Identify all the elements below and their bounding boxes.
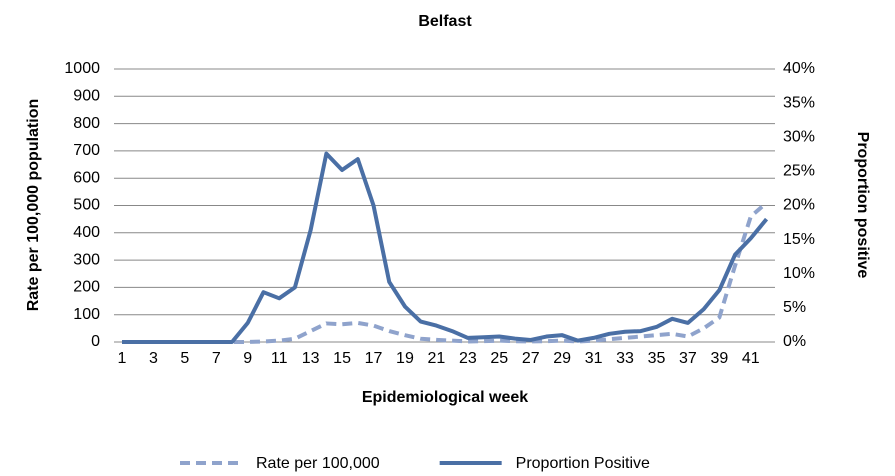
x-axis-title: Epidemiological week bbox=[362, 389, 528, 406]
x-tick-label: 37 bbox=[679, 350, 697, 367]
y-tick-label: 400 bbox=[73, 224, 100, 241]
y-tick-label: 500 bbox=[73, 197, 100, 214]
x-tick-label: 3 bbox=[149, 350, 158, 367]
y-tick-label: 800 bbox=[73, 115, 100, 132]
y2-tick-label: 15% bbox=[783, 231, 815, 248]
chart-title: Belfast bbox=[418, 13, 472, 30]
y-tick-label: 300 bbox=[73, 251, 100, 268]
x-tick-label: 35 bbox=[648, 350, 666, 367]
y2-tick-label: 0% bbox=[783, 333, 806, 350]
y2-tick-label: 30% bbox=[783, 128, 815, 145]
legend-label: Rate per 100,000 bbox=[256, 455, 380, 472]
data-line bbox=[122, 201, 768, 344]
y-axis-title: Rate per 100,000 population bbox=[25, 99, 42, 312]
y-tick-label: 0 bbox=[91, 333, 100, 350]
x-tick-label: 41 bbox=[742, 350, 760, 367]
x-tick-label: 9 bbox=[243, 350, 252, 367]
y2-tick-label: 20% bbox=[783, 197, 815, 214]
legend-label: Proportion Positive bbox=[516, 455, 650, 472]
y-tick-label: 100 bbox=[73, 306, 100, 323]
y-tick-label: 1000 bbox=[64, 60, 100, 77]
x-tick-label: 11 bbox=[271, 350, 288, 367]
y2-tick-label: 25% bbox=[783, 163, 815, 180]
x-tick-label: 27 bbox=[522, 350, 540, 367]
x-tick-label: 31 bbox=[585, 350, 603, 367]
x-tick-label: 25 bbox=[490, 350, 508, 367]
y2-tick-label: 35% bbox=[783, 94, 815, 111]
data-line bbox=[122, 151, 769, 344]
x-tick-label: 19 bbox=[396, 350, 414, 367]
y2-tick-label: 5% bbox=[783, 299, 806, 316]
x-tick-label: 13 bbox=[302, 350, 320, 367]
x-tick-label: 17 bbox=[365, 350, 383, 367]
y-tick-label: 600 bbox=[73, 169, 100, 186]
x-tick-label: 23 bbox=[459, 350, 477, 367]
x-tick-label: 39 bbox=[710, 350, 728, 367]
x-tick-label: 29 bbox=[553, 350, 571, 367]
x-tick-label: 33 bbox=[616, 350, 634, 367]
x-tick-label: 5 bbox=[180, 350, 189, 367]
y2-tick-label: 10% bbox=[783, 265, 815, 282]
x-tick-label: 15 bbox=[333, 350, 351, 367]
y2-axis-title: Proportion positive bbox=[854, 132, 871, 279]
y-tick-label: 200 bbox=[73, 279, 100, 296]
y2-tick-label: 40% bbox=[783, 60, 815, 77]
y-tick-label: 900 bbox=[73, 88, 100, 105]
y-tick-label: 700 bbox=[73, 142, 100, 159]
x-tick-label: 21 bbox=[428, 350, 446, 367]
x-tick-label: 7 bbox=[212, 350, 221, 367]
x-tick-label: 1 bbox=[118, 350, 127, 367]
